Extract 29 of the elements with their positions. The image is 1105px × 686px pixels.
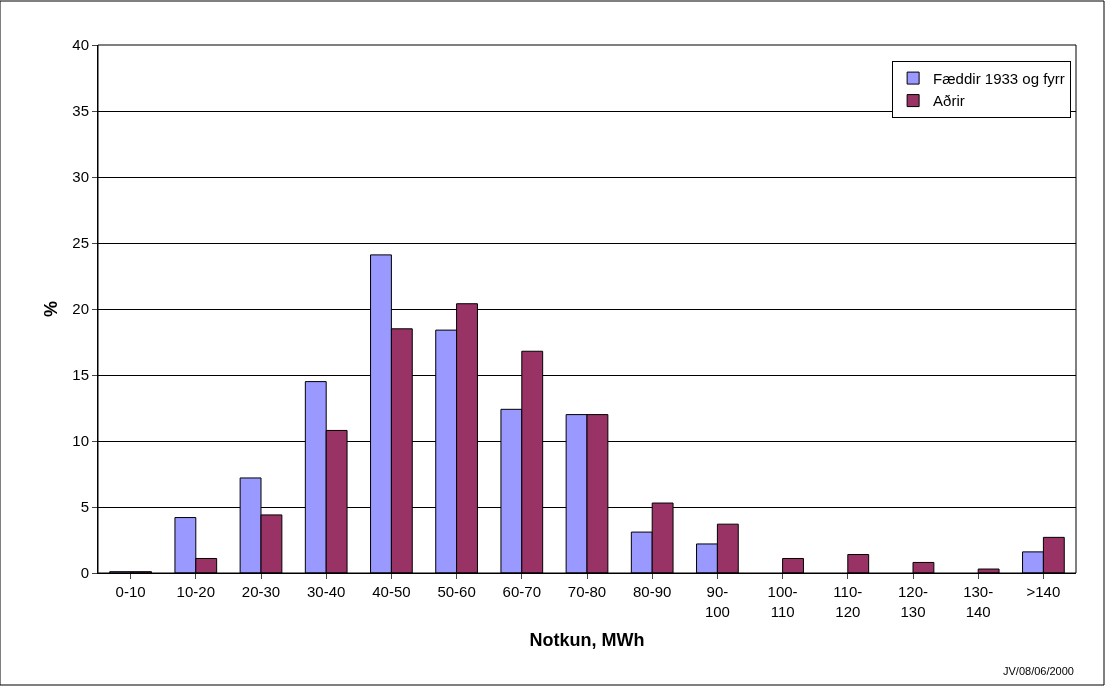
x-tick-label: 30-40 bbox=[307, 583, 346, 600]
y-tick-label: 25 bbox=[72, 234, 89, 252]
y-tick-label: 20 bbox=[72, 300, 89, 318]
x-tick-label: >140 bbox=[1026, 583, 1061, 600]
x-tick-label: 20-30 bbox=[241, 583, 281, 600]
text: JV/08/06/2000 bbox=[1003, 665, 1074, 677]
y-tick-label: 40 bbox=[72, 36, 89, 54]
x-tick-label: 50-60 bbox=[437, 583, 476, 600]
x-tick-label: 120- 130 bbox=[897, 583, 929, 620]
x-tick-label: 60-70 bbox=[502, 583, 541, 600]
x-tick-label: 110- 120 bbox=[833, 583, 863, 620]
x-tick-label: 40-50 bbox=[372, 583, 411, 600]
y-tick-label: 15 bbox=[72, 366, 89, 384]
x-tick-label: 80-90 bbox=[633, 583, 672, 600]
x-tick-label: 0-10 bbox=[115, 583, 146, 600]
y-tick-label: 0 bbox=[80, 564, 89, 582]
x-tick-label: 70-80 bbox=[567, 583, 607, 600]
y-axis-title: % bbox=[40, 300, 61, 318]
x-tick-label: 90- 100 bbox=[704, 583, 730, 620]
x-tick-label: 100- 110 bbox=[767, 583, 798, 620]
legend-label: Fæddir 1933 og fyrr bbox=[933, 69, 1065, 87]
x-tick-label: 10-20 bbox=[176, 583, 215, 600]
y-tick-label: 10 bbox=[72, 432, 89, 450]
x-tick-label: 130- 140 bbox=[963, 583, 994, 620]
legend-label: Aðrir bbox=[933, 92, 965, 110]
y-tick-label: 35 bbox=[72, 102, 89, 120]
y-tick-label: 5 bbox=[80, 498, 89, 516]
y-tick-label: 30 bbox=[72, 168, 89, 186]
x-axis-title: Notkun, MWh bbox=[529, 629, 645, 650]
